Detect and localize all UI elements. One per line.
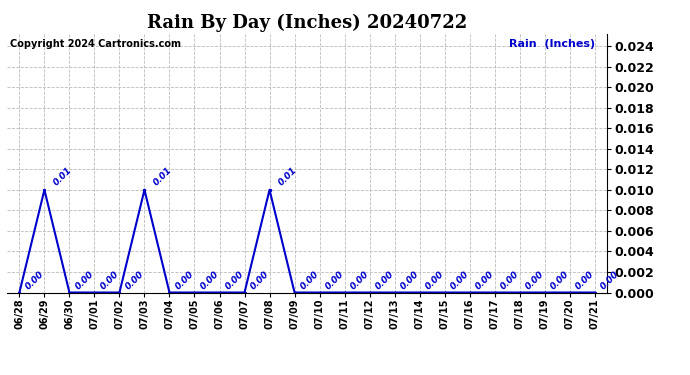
Text: 0.00: 0.00 xyxy=(74,270,96,292)
Title: Rain By Day (Inches) 20240722: Rain By Day (Inches) 20240722 xyxy=(147,14,467,32)
Text: 0.00: 0.00 xyxy=(599,270,621,292)
Text: 0.00: 0.00 xyxy=(248,270,270,292)
Text: 0.00: 0.00 xyxy=(499,270,521,292)
Text: 0.00: 0.00 xyxy=(23,270,46,292)
Text: 0.00: 0.00 xyxy=(574,270,596,292)
Text: 0.00: 0.00 xyxy=(199,270,221,292)
Text: 0.00: 0.00 xyxy=(549,270,571,292)
Text: 0.00: 0.00 xyxy=(348,270,371,292)
Text: 0.00: 0.00 xyxy=(124,270,146,292)
Text: 0.00: 0.00 xyxy=(299,270,321,292)
Text: 0.00: 0.00 xyxy=(399,270,421,292)
Text: 0.00: 0.00 xyxy=(448,270,471,292)
Text: 0.01: 0.01 xyxy=(277,166,299,188)
Text: Copyright 2024 Cartronics.com: Copyright 2024 Cartronics.com xyxy=(10,39,181,49)
Text: 0.01: 0.01 xyxy=(51,166,73,188)
Text: 0.00: 0.00 xyxy=(224,270,246,292)
Text: 0.01: 0.01 xyxy=(151,166,173,188)
Text: 0.00: 0.00 xyxy=(524,270,546,292)
Text: 0.00: 0.00 xyxy=(474,270,496,292)
Text: 0.00: 0.00 xyxy=(324,270,346,292)
Text: 0.00: 0.00 xyxy=(424,270,446,292)
Text: 0.00: 0.00 xyxy=(99,270,121,292)
Text: Rain  (Inches): Rain (Inches) xyxy=(509,39,595,49)
Text: 0.00: 0.00 xyxy=(374,270,396,292)
Text: 0.00: 0.00 xyxy=(174,270,196,292)
